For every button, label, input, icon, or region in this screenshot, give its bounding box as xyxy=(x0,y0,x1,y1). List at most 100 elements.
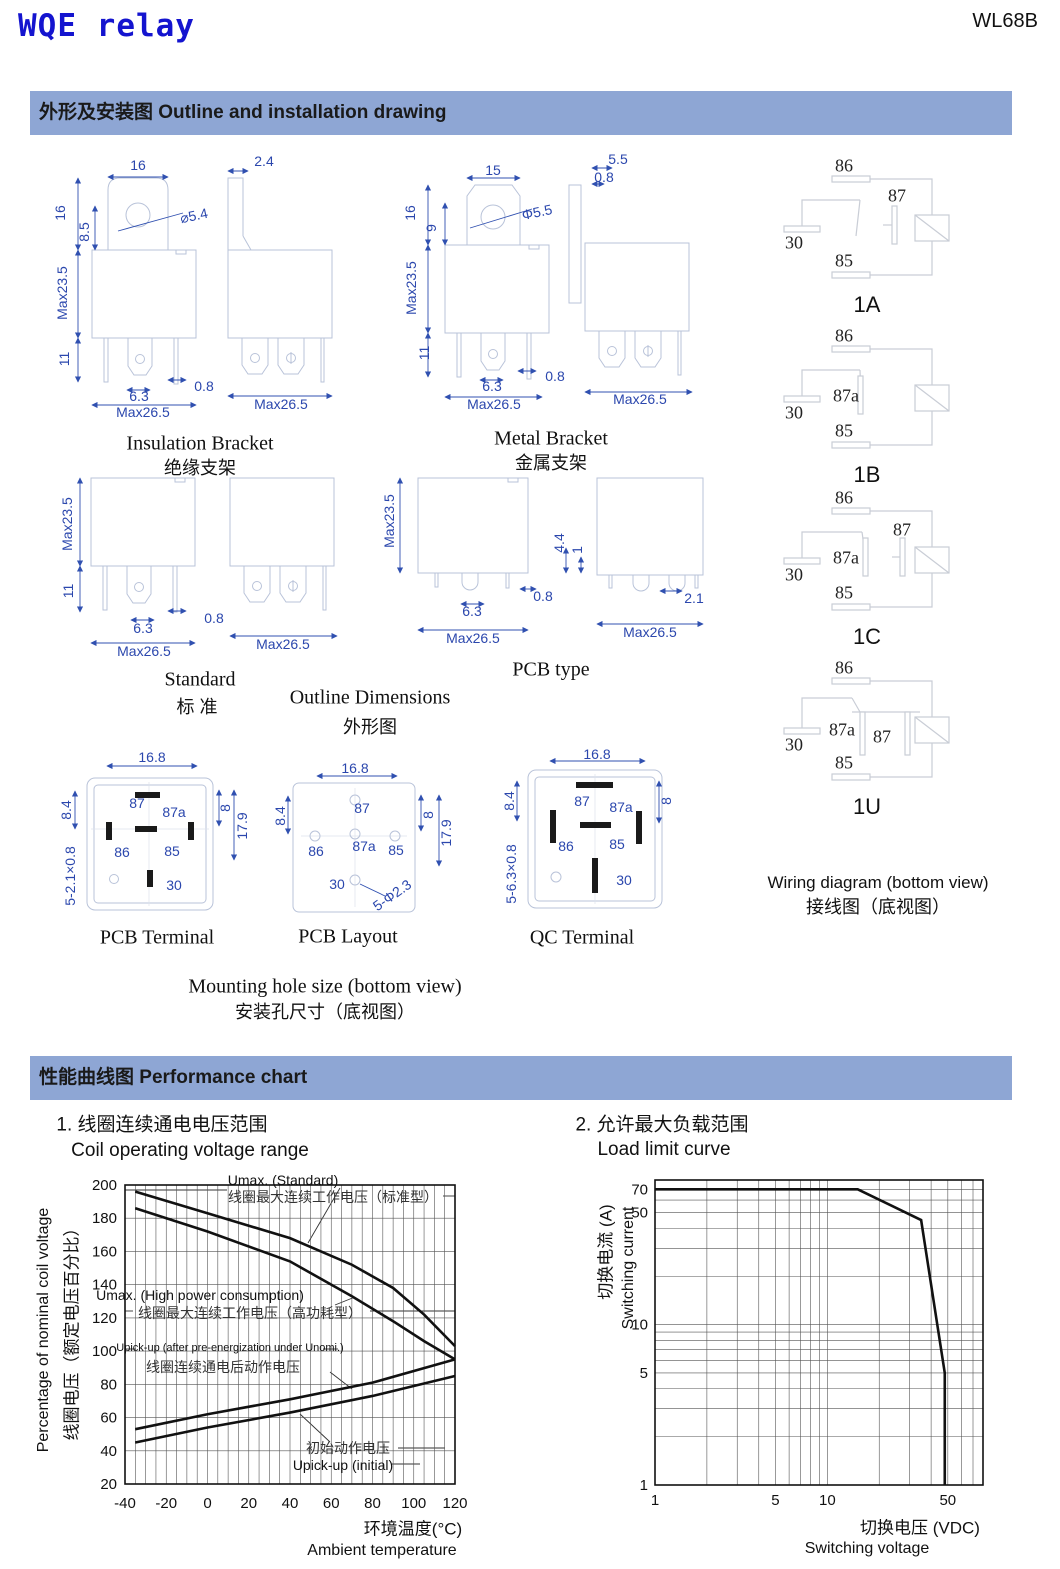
wiring-diagram-1a xyxy=(783,175,950,279)
dimension-label: Φ5.5 xyxy=(520,200,554,224)
chart-title: Load limit curve xyxy=(597,1139,731,1160)
axis-label-zh: 线圈电压（额定电压百分比） xyxy=(62,1219,82,1441)
drawing-caption-zh: 标 准 xyxy=(176,697,218,717)
chart-annotation-zh: 线圈连续通电后动作电压 xyxy=(146,1359,300,1375)
axis-label: Percentage of nominal coil voltage xyxy=(35,1207,52,1453)
wiring-diagram-name: 1A xyxy=(853,292,881,317)
dimension-label: 8.4 xyxy=(501,791,517,811)
insulation-bracket-drawing xyxy=(91,177,333,385)
wiring-terminal-label: 87a xyxy=(829,719,855,740)
dimension-label: 16.8 xyxy=(138,749,166,765)
svg-text:160: 160 xyxy=(92,1243,117,1260)
dimension-label: 16.8 xyxy=(583,746,611,762)
dimension-label: Max26.5 xyxy=(623,624,677,640)
axis-label-zh: 环境温度(°C) xyxy=(363,1519,463,1539)
svg-text:80: 80 xyxy=(364,1495,381,1512)
drawing-caption-zh: 安装孔尺寸（底视图） xyxy=(235,1002,415,1022)
section-header-outline: 外形及安装图 Outline and installation drawing xyxy=(30,91,1012,135)
drawing-caption-zh: 绝缘支架 xyxy=(164,458,236,478)
svg-text:200: 200 xyxy=(92,1177,117,1194)
wiring-diagram-name: 1U xyxy=(852,794,882,819)
dimension-label: 2.1 xyxy=(684,590,704,606)
svg-text:120: 120 xyxy=(92,1310,117,1327)
svg-text:180: 180 xyxy=(92,1210,117,1227)
drawing-caption: Outline Dimensions xyxy=(289,686,451,709)
svg-text:10: 10 xyxy=(819,1492,836,1509)
metal-bracket-drawing xyxy=(444,184,690,380)
dimension-label: 8.4 xyxy=(58,800,74,820)
drawing-caption-zh: 接线图（底视图） xyxy=(806,897,950,917)
dimension-label: 0.8 xyxy=(594,169,614,185)
drawing-caption: QC Terminal xyxy=(529,926,635,949)
dimension-label: Max26.5 xyxy=(467,396,521,412)
chart-annotation-zh: 线圈最大连续工作电压（高功耗型） xyxy=(138,1305,362,1321)
chart-annotation-zh: 初始动作电压 xyxy=(306,1440,390,1456)
model-number: WL68B xyxy=(972,10,1038,32)
dimension-label: 16 xyxy=(402,205,418,221)
svg-text:100: 100 xyxy=(401,1495,426,1512)
svg-text:40: 40 xyxy=(100,1443,117,1460)
wiring-terminal-label: 87 xyxy=(873,726,891,747)
dimension-label: 5-Φ2.3 xyxy=(369,876,415,914)
dimension-label: 30 xyxy=(329,876,345,892)
wiring-terminal-label: 85 xyxy=(835,752,853,773)
axis-label: Ambient temperature xyxy=(307,1542,457,1559)
dimension-label: 6.3 xyxy=(462,603,482,619)
dimension-label: Max23.5 xyxy=(59,497,75,551)
wiring-diagram-1c xyxy=(783,507,950,611)
chart-title: Coil operating voltage range xyxy=(71,1140,309,1161)
drawing-caption-zh: 外形图 xyxy=(343,717,397,737)
wiring-terminal-label: 30 xyxy=(785,232,803,253)
dimension-label: Max26.5 xyxy=(613,391,667,407)
brand-logo: WQE relay xyxy=(18,8,195,44)
svg-text:0: 0 xyxy=(203,1495,211,1512)
chart-annotation-zh: 线圈最大连续工作电压（标准型） xyxy=(228,1189,438,1205)
dimension-label: 11 xyxy=(56,351,72,367)
dimension-label: 6.3 xyxy=(129,388,149,404)
drawing-caption: Wiring diagram (bottom view) xyxy=(767,873,989,892)
wiring-diagram-1b xyxy=(783,345,950,449)
drawing-caption: PCB Layout xyxy=(298,925,398,948)
standard-drawing xyxy=(90,477,335,613)
dimension-label: Max23.5 xyxy=(54,266,70,320)
dimension-label: 86 xyxy=(114,844,130,860)
dimension-label: 8 xyxy=(658,797,674,805)
dimension-label: 6.3 xyxy=(482,378,502,394)
wiring-terminal-label: 87 xyxy=(888,185,906,206)
wiring-terminal-label: 86 xyxy=(835,325,853,346)
dimension-label: 11 xyxy=(416,345,432,361)
dimension-label: 4.4 xyxy=(551,533,567,553)
wiring-terminal-label: 30 xyxy=(785,402,803,423)
dimension-label: 6.3 xyxy=(133,620,153,636)
svg-text:70: 70 xyxy=(631,1181,648,1198)
dimension-label: 17.9 xyxy=(234,812,250,840)
axis-label: Switching voltage xyxy=(804,1540,930,1557)
qc-terminal-drawing xyxy=(527,769,663,909)
svg-text:-20: -20 xyxy=(155,1495,177,1512)
wiring-diagram-name: 1B xyxy=(853,462,881,487)
dimension-label: 30 xyxy=(616,872,632,888)
dimension-label: 86 xyxy=(558,838,574,854)
dimension-label: 17.9 xyxy=(438,819,454,847)
svg-text:1: 1 xyxy=(651,1492,659,1509)
svg-text:60: 60 xyxy=(323,1495,340,1512)
drawing-caption: Mounting hole size (bottom view) xyxy=(188,975,462,998)
wiring-terminal-label: 30 xyxy=(785,734,803,755)
dimension-label: Max26.5 xyxy=(254,396,308,412)
chart-title: 1. 线圈连续通电电压范围 xyxy=(56,1114,268,1136)
chart-annotation: Upick-up (initial) xyxy=(292,1457,394,1473)
dimension-label: Max26.5 xyxy=(117,643,171,659)
chart-annotation: Umax. (High power consumption) xyxy=(96,1287,304,1303)
dimension-label: 85 xyxy=(164,843,180,859)
dimension-label: 8 xyxy=(420,811,436,819)
svg-text:20: 20 xyxy=(240,1495,257,1512)
drawing-caption: Standard xyxy=(164,668,236,691)
pcb-terminal-drawing xyxy=(86,777,214,911)
dimension-label: Max23.5 xyxy=(403,261,419,315)
svg-text:5: 5 xyxy=(771,1492,779,1509)
dimension-label: ⌀5.4 xyxy=(178,204,210,227)
svg-text:1: 1 xyxy=(640,1477,648,1494)
wiring-diagram-name: 1C xyxy=(852,624,882,649)
svg-text:20: 20 xyxy=(100,1476,117,1493)
